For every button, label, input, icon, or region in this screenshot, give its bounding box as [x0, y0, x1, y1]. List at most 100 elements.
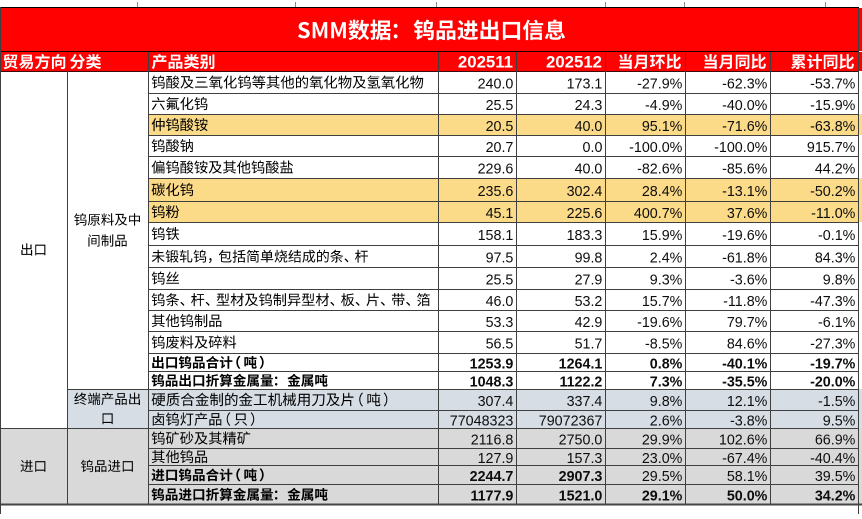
svg-text:915.7%: 915.7%: [807, 140, 856, 156]
svg-text:-15.9%: -15.9%: [810, 98, 856, 114]
svg-text:-19.7%: -19.7%: [810, 356, 856, 372]
svg-text:50.0%: 50.0%: [727, 488, 768, 504]
svg-text:-71.6%: -71.6%: [722, 119, 768, 135]
svg-text:34.2%: 34.2%: [815, 488, 856, 504]
svg-text:-27.9%: -27.9%: [637, 76, 683, 92]
svg-text:79072367: 79072367: [539, 413, 603, 429]
svg-text:66.9%: 66.9%: [815, 432, 856, 448]
svg-text:-11.8%: -11.8%: [723, 294, 768, 310]
svg-text:1521.0: 1521.0: [559, 488, 603, 504]
svg-text:2.4%: 2.4%: [650, 250, 683, 266]
svg-text:-50.2%: -50.2%: [810, 184, 856, 200]
svg-text:53.2: 53.2: [575, 294, 603, 310]
svg-text:9.5%: 9.5%: [823, 413, 856, 429]
svg-text:-85.6%: -85.6%: [722, 161, 768, 177]
svg-text:29.9%: 29.9%: [642, 432, 683, 448]
svg-text:42.9: 42.9: [575, 315, 603, 331]
svg-text:51.7: 51.7: [575, 336, 603, 352]
svg-text:2750.0: 2750.0: [559, 432, 603, 448]
svg-text:97.5: 97.5: [486, 250, 514, 266]
svg-text:28.4%: 28.4%: [642, 184, 683, 200]
svg-text:302.4: 302.4: [567, 184, 603, 200]
svg-text:25.5: 25.5: [486, 272, 514, 288]
svg-text:-82.6%: -82.6%: [637, 161, 683, 177]
svg-text:-67.4%: -67.4%: [722, 451, 768, 467]
svg-text:29.5%: 29.5%: [642, 469, 683, 485]
svg-text:240.0: 240.0: [478, 76, 514, 92]
svg-text:-0.1%: -0.1%: [818, 228, 856, 244]
svg-text:37.6%: 37.6%: [727, 206, 768, 222]
svg-text:29.1%: 29.1%: [642, 488, 683, 504]
svg-text:58.1%: 58.1%: [727, 469, 768, 485]
svg-text:-61.8%: -61.8%: [722, 250, 768, 266]
svg-text:-40.0%: -40.0%: [722, 98, 768, 114]
svg-text:-8.5%: -8.5%: [645, 336, 683, 352]
svg-text:53.3: 53.3: [486, 315, 514, 331]
svg-text:45.1: 45.1: [486, 206, 514, 222]
svg-text:-53.7%: -53.7%: [810, 76, 856, 92]
svg-text:25.5: 25.5: [486, 98, 514, 114]
svg-text:102.6%: 102.6%: [719, 432, 768, 448]
svg-text:24.3: 24.3: [575, 98, 603, 114]
svg-text:202512: 202512: [546, 53, 602, 72]
svg-text:84.3%: 84.3%: [815, 250, 856, 266]
svg-text:202511: 202511: [458, 53, 513, 72]
svg-text:0.8%: 0.8%: [650, 356, 683, 372]
svg-text:-27.3%: -27.3%: [810, 336, 856, 352]
svg-text:46.0: 46.0: [486, 294, 514, 310]
svg-text:-13.1%: -13.1%: [722, 184, 768, 200]
svg-text:2.6%: 2.6%: [650, 413, 683, 429]
svg-text:-1.5%: -1.5%: [818, 394, 856, 410]
svg-text:2244.7: 2244.7: [470, 469, 514, 485]
svg-text:20.7: 20.7: [486, 140, 514, 156]
svg-text:79.7%: 79.7%: [727, 315, 768, 331]
svg-text:0.0: 0.0: [583, 140, 603, 156]
svg-text:95.1%: 95.1%: [642, 119, 683, 135]
svg-text:27.9: 27.9: [575, 272, 603, 288]
svg-text:99.8: 99.8: [575, 250, 603, 266]
svg-text:12.1%: 12.1%: [727, 394, 768, 410]
svg-text:40.0: 40.0: [575, 161, 603, 177]
svg-text:-6.1%: -6.1%: [818, 315, 856, 331]
svg-text:2907.3: 2907.3: [559, 469, 603, 485]
svg-text:-47.3%: -47.3%: [810, 294, 856, 310]
svg-text:9.8%: 9.8%: [650, 394, 683, 410]
svg-text:15.9%: 15.9%: [642, 228, 683, 244]
svg-text:127.9: 127.9: [478, 451, 514, 467]
svg-text:-63.8%: -63.8%: [810, 119, 856, 135]
svg-text:-11.0%: -11.0%: [811, 206, 856, 222]
svg-text:39.5%: 39.5%: [815, 469, 856, 485]
svg-text:23.0%: 23.0%: [642, 451, 683, 467]
svg-text:-100.0%: -100.0%: [714, 140, 768, 156]
svg-text:400.7%: 400.7%: [634, 206, 683, 222]
svg-text:-100.0%: -100.0%: [629, 140, 683, 156]
svg-text:-62.3%: -62.3%: [722, 76, 768, 92]
svg-text:183.3: 183.3: [567, 228, 603, 244]
svg-text:337.4: 337.4: [567, 394, 603, 410]
svg-text:307.4: 307.4: [478, 394, 514, 410]
svg-text:77048323: 77048323: [450, 413, 514, 429]
svg-text:-3.6%: -3.6%: [730, 272, 768, 288]
svg-text:-40.4%: -40.4%: [810, 451, 856, 467]
svg-text:229.6: 229.6: [478, 161, 514, 177]
svg-text:-35.5%: -35.5%: [722, 374, 768, 390]
svg-text:1122.2: 1122.2: [559, 374, 602, 390]
svg-text:-4.9%: -4.9%: [645, 98, 683, 114]
svg-text:15.7%: 15.7%: [642, 294, 683, 310]
svg-text:235.6: 235.6: [478, 184, 514, 200]
svg-text:158.1: 158.1: [478, 228, 514, 244]
svg-text:-19.6%: -19.6%: [722, 228, 768, 244]
svg-text:1177.9: 1177.9: [470, 488, 513, 504]
svg-text:1048.3: 1048.3: [470, 374, 514, 390]
svg-text:84.6%: 84.6%: [727, 336, 768, 352]
svg-text:-20.0%: -20.0%: [810, 374, 856, 390]
svg-text:56.5: 56.5: [486, 336, 514, 352]
svg-text:-40.1%: -40.1%: [722, 356, 768, 372]
svg-text:2116.8: 2116.8: [471, 432, 514, 448]
svg-text:20.5: 20.5: [486, 119, 514, 135]
svg-text:-19.6%: -19.6%: [637, 315, 683, 331]
svg-text:157.3: 157.3: [567, 451, 603, 467]
svg-text:1264.1: 1264.1: [559, 356, 603, 372]
svg-text:9.3%: 9.3%: [650, 272, 683, 288]
svg-text:40.0: 40.0: [575, 119, 603, 135]
